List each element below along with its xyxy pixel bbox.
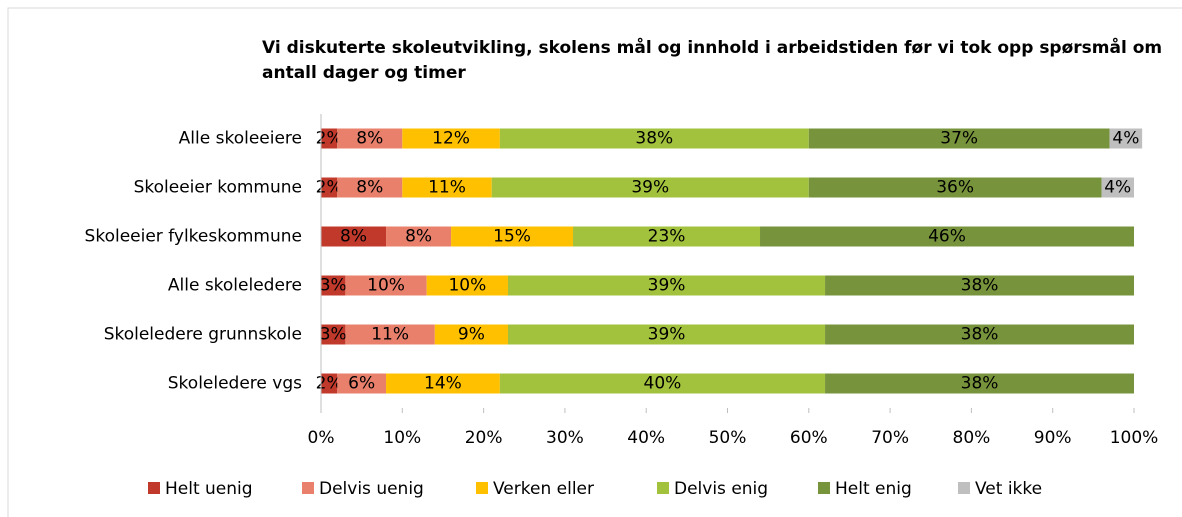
x-tick-label: 10% [383,428,421,448]
x-tick-label: 20% [465,428,503,448]
data-label: 6% [348,374,375,394]
data-label: 8% [356,129,383,149]
bar-segment [345,275,427,296]
data-label: 9% [458,325,485,345]
x-tick-label: 50% [709,428,747,448]
data-label: 46% [928,227,966,247]
data-label: 2% [316,374,343,394]
bar-segment [760,226,1134,247]
bar-segment [491,177,809,198]
data-label: 11% [428,178,466,198]
x-tick-label: 70% [871,428,909,448]
bar-segment [386,226,452,247]
data-label: 8% [405,227,432,247]
bar-segment [573,226,761,247]
x-tick-label: 0% [308,428,335,448]
bar-segment [386,373,500,394]
bar-segment [507,275,826,296]
legend-swatch [302,482,314,494]
chart-border [7,7,1182,517]
bar-segment [426,275,508,296]
data-label: 39% [631,178,669,198]
bar-segment [321,275,346,296]
data-label: 3% [320,276,347,296]
bar-segment [434,324,508,345]
y-tick-label: Skoleledere vgs [168,374,302,394]
bar-segment [808,128,1110,149]
data-label: 37% [940,129,978,149]
y-tick-label: Skoleeier kommune [134,178,302,198]
legend-label: Vet ikke [975,479,1042,499]
bar-segment [1109,128,1143,149]
data-label: 15% [493,227,531,247]
data-label: 38% [961,276,999,296]
legend-label: Delvis enig [674,479,768,499]
data-label: 36% [936,178,974,198]
data-label: 38% [961,374,999,394]
bar-segment [825,373,1134,394]
x-tick-label: 80% [953,428,991,448]
data-label: 38% [635,129,673,149]
bar-segment [808,177,1102,198]
data-label: 10% [367,276,405,296]
data-label: 39% [648,276,686,296]
bar-segment [337,373,387,394]
bar-segment [337,177,403,198]
bar-segment [321,226,387,247]
legend-swatch [818,482,830,494]
x-tick-label: 30% [546,428,584,448]
x-tick-label: 90% [1034,428,1072,448]
legend-swatch [958,482,970,494]
bar-segment [1101,177,1134,198]
y-tick-label: Skoleeier fylkeskommune [85,227,302,247]
bar-segment [402,128,500,149]
bar-segment [345,324,435,345]
bar-segment [507,324,826,345]
data-label: 2% [316,178,343,198]
legend-swatch [148,482,160,494]
bar-segment [825,275,1134,296]
data-label: 23% [648,227,686,247]
legend-swatch [657,482,669,494]
x-tick-label: 60% [790,428,828,448]
bar-segment [499,373,826,394]
data-label: 11% [371,325,409,345]
chart-title: Vi diskuterte skoleutvikling, skolens må… [262,38,1163,83]
data-label: 4% [1112,129,1139,149]
data-label: 8% [356,178,383,198]
data-label: 40% [644,374,682,394]
y-tick-label: Alle skoleeiere [179,129,302,149]
bar-segment [321,373,338,394]
bar-segment [402,177,492,198]
x-tick-label: 40% [627,428,665,448]
data-label: 8% [340,227,367,247]
bar-segment [825,324,1134,345]
data-label: 10% [448,276,486,296]
legend-label: Verken eller [493,479,594,499]
bar-segment [337,128,403,149]
bar-segment [321,177,338,198]
data-label: 39% [648,325,686,345]
y-tick-label: Alle skoleledere [168,276,302,296]
y-tick-label: Skoleledere grunnskole [104,325,302,345]
x-tick-label: 100% [1110,428,1159,448]
data-label: 12% [432,129,470,149]
legend-label: Helt uenig [165,479,253,499]
legend-label: Delvis uenig [319,479,424,499]
data-label: 4% [1104,178,1131,198]
data-label: 3% [320,325,347,345]
legend-swatch [476,482,488,494]
data-label: 2% [316,129,343,149]
bar-segment [321,324,346,345]
legend-label: Helt enig [835,479,912,499]
bar-segment [321,128,338,149]
data-label: 38% [961,325,999,345]
bar-segment [499,128,809,149]
data-label: 14% [424,374,462,394]
bar-segment [451,226,574,247]
